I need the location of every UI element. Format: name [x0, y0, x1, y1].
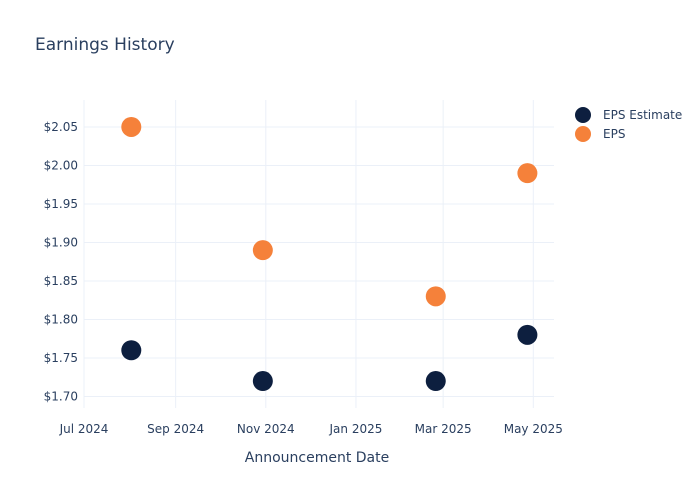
eps-point: [425, 286, 446, 307]
eps-point: [121, 116, 142, 137]
legend-label: EPS Estimate: [603, 108, 682, 122]
y-axis-ticks: $1.70 $1.75 $1.80 $1.85 $1.90 $1.95 $2.00 $2.05: [44, 120, 78, 404]
eps-estimate-point: [517, 324, 538, 345]
x-axis-title: Announcement Date: [245, 450, 389, 466]
eps-estimate-point: [425, 371, 446, 392]
x-axis-ticks: Jul 2024 Sep 2024 Nov 2024 Jan 2025 Mar 2025…: [59, 422, 563, 436]
data-points: [121, 116, 538, 392]
y-tick-label: $1.95: [44, 197, 78, 211]
eps-estimate-point: [252, 371, 273, 392]
eps-point: [517, 163, 538, 184]
x-tick-label: Jan 2025: [329, 422, 383, 436]
x-tick-label: Mar 2025: [415, 422, 472, 436]
legend-marker: [575, 107, 591, 123]
x-tick-label: Sep 2024: [147, 422, 204, 436]
x-tick-label: May 2025: [504, 422, 563, 436]
legend-item[interactable]: EPS Estimate: [575, 107, 682, 123]
legend[interactable]: EPS Estimate EPS: [575, 107, 682, 142]
legend-marker: [575, 126, 591, 142]
x-tick-label: Jul 2024: [59, 422, 109, 436]
grid-layer: [83, 100, 554, 408]
y-tick-label: $1.70: [44, 389, 78, 403]
legend-label: EPS: [603, 127, 625, 141]
y-tick-label: $2.00: [44, 158, 78, 172]
y-tick-label: $1.90: [44, 235, 78, 249]
y-tick-label: $1.85: [44, 274, 78, 288]
y-tick-label: $1.80: [44, 312, 78, 326]
x-tick-label: Nov 2024: [237, 422, 295, 436]
y-tick-label: $2.05: [44, 120, 78, 134]
legend-item[interactable]: EPS: [575, 126, 625, 142]
eps-point: [252, 240, 273, 261]
chart-title: Earnings History: [35, 35, 175, 55]
eps-estimate-point: [121, 340, 142, 361]
y-tick-label: $1.75: [44, 351, 78, 365]
